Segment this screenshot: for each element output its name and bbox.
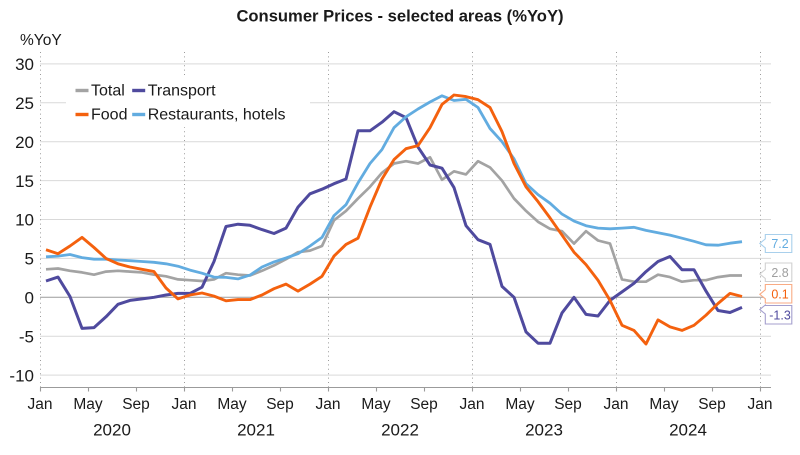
svg-text:Transport: Transport <box>148 83 216 100</box>
svg-text:-5: -5 <box>19 327 34 346</box>
svg-text:2022: 2022 <box>381 421 419 440</box>
svg-text:30: 30 <box>15 55 34 74</box>
svg-text:Jan: Jan <box>172 396 197 413</box>
svg-text:7.2: 7.2 <box>771 237 788 251</box>
svg-text:0: 0 <box>25 289 34 308</box>
svg-text:Sep: Sep <box>122 396 150 413</box>
svg-text:Sep: Sep <box>698 396 726 413</box>
svg-text:Sep: Sep <box>554 396 582 413</box>
svg-text:2020: 2020 <box>93 421 131 440</box>
svg-text:2024: 2024 <box>669 421 707 440</box>
svg-text:Jan: Jan <box>28 396 53 413</box>
svg-text:-10: -10 <box>9 366 34 385</box>
svg-text:25: 25 <box>15 94 34 113</box>
svg-text:%YoY: %YoY <box>20 32 62 49</box>
svg-text:Sep: Sep <box>410 396 438 413</box>
svg-text:0.1: 0.1 <box>771 287 788 301</box>
svg-text:May: May <box>73 396 103 413</box>
svg-text:15: 15 <box>15 172 34 191</box>
svg-text:Restaurants, hotels: Restaurants, hotels <box>148 107 286 124</box>
svg-text:2.8: 2.8 <box>771 266 788 280</box>
svg-text:10: 10 <box>15 211 34 230</box>
svg-text:2021: 2021 <box>237 421 275 440</box>
svg-text:Food: Food <box>91 107 127 124</box>
svg-text:Jan: Jan <box>748 396 773 413</box>
svg-text:Jan: Jan <box>316 396 341 413</box>
svg-text:May: May <box>361 396 391 413</box>
svg-text:5: 5 <box>25 250 34 269</box>
svg-text:Jan: Jan <box>604 396 629 413</box>
svg-text:Total: Total <box>91 83 125 100</box>
svg-text:May: May <box>217 396 247 413</box>
svg-text:Sep: Sep <box>266 396 294 413</box>
svg-text:20: 20 <box>15 133 34 152</box>
svg-text:-1.3: -1.3 <box>769 308 791 322</box>
svg-text:May: May <box>649 396 679 413</box>
svg-text:Consumer Prices - selected are: Consumer Prices - selected areas (%YoY) <box>236 7 563 26</box>
svg-text:2023: 2023 <box>525 421 563 440</box>
svg-text:Jan: Jan <box>460 396 485 413</box>
svg-text:May: May <box>505 396 535 413</box>
